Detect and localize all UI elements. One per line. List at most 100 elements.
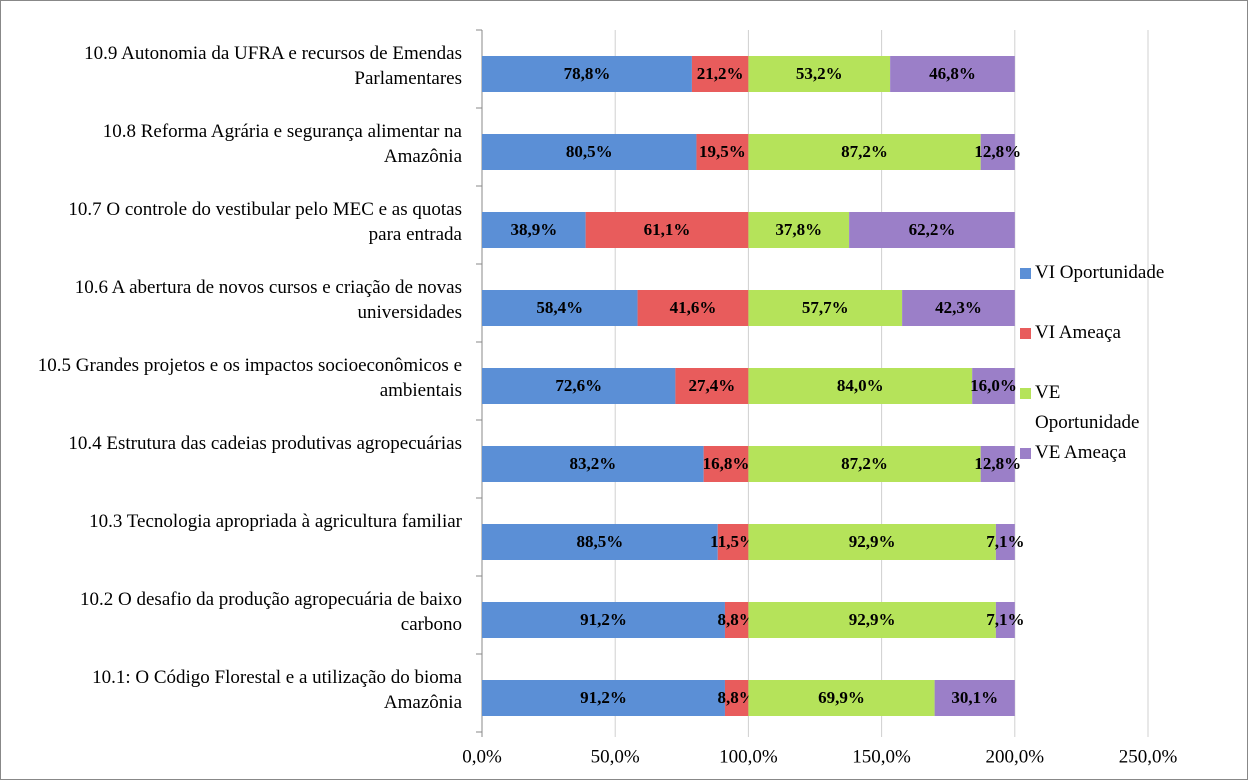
data-label: 37,8%: [775, 220, 822, 239]
data-label: 8,8%: [718, 610, 756, 629]
x-tick-label: 250,0%: [1119, 746, 1178, 767]
bar-segment: [934, 680, 1015, 716]
bar-segment: [482, 524, 718, 560]
data-label: 92,9%: [849, 610, 896, 629]
bar-segment: [717, 524, 749, 560]
bar-segment: [748, 56, 891, 92]
data-label: 8,8%: [718, 688, 756, 707]
y-tick-label: 10.6 A abertura de novos cursos e criaçã…: [74, 277, 462, 323]
data-label: 21,2%: [697, 64, 744, 83]
bar-segment: [995, 524, 1015, 560]
bar-segment: [902, 290, 1015, 326]
y-tick-label: 10.7 O controle do vestibular pelo MEC e…: [68, 199, 462, 245]
data-label: 27,4%: [689, 376, 736, 395]
data-label: 30,1%: [951, 688, 998, 707]
data-label: 42,3%: [935, 298, 982, 317]
legend-swatch: [1020, 328, 1031, 339]
data-label: 58,4%: [536, 298, 583, 317]
bar-segment: [748, 368, 973, 404]
data-label: 78,8%: [564, 64, 611, 83]
legend-swatch: [1020, 448, 1031, 459]
x-tick-label: 150,0%: [852, 746, 911, 767]
y-tick-label: 10.1: O Código Florestal e a utilização …: [92, 667, 462, 713]
data-label: 53,2%: [796, 64, 843, 83]
data-label: 7,1%: [986, 532, 1024, 551]
legend-item: VI Oportunidade: [1020, 258, 1245, 288]
bar-segment: [482, 368, 676, 404]
data-label: 41,6%: [670, 298, 717, 317]
bar-segment: [696, 134, 749, 170]
data-label: 88,5%: [577, 532, 624, 551]
bar-segment: [748, 446, 981, 482]
bar-segment: [748, 524, 996, 560]
data-label: 7,1%: [986, 610, 1024, 629]
legend-item: VE Oportunidade: [1020, 378, 1160, 438]
bar-segment: [849, 212, 1015, 248]
bar-segment: [482, 134, 697, 170]
bar-segment: [724, 680, 749, 716]
data-label: 12,8%: [974, 142, 1021, 161]
x-tick-label: 100,0%: [719, 746, 778, 767]
bar-segment: [585, 212, 749, 248]
bar-segment: [890, 56, 1015, 92]
bar-segment: [482, 680, 725, 716]
bar-segment: [724, 602, 749, 638]
bar-segment: [482, 446, 704, 482]
bar-segment: [972, 368, 1015, 404]
bar-segment: [748, 680, 935, 716]
data-label: 46,8%: [929, 64, 976, 83]
bar-segment: [995, 602, 1015, 638]
bar-segment: [482, 602, 725, 638]
data-label: 57,7%: [802, 298, 849, 317]
bar-segment: [482, 290, 638, 326]
y-tick-label: 10.5 Grandes projetos e os impactos soci…: [37, 355, 462, 401]
bar-segment: [691, 56, 749, 92]
data-label: 38,9%: [510, 220, 557, 239]
data-label: 80,5%: [566, 142, 613, 161]
legend-label: VI Oportunidade: [1035, 262, 1165, 283]
data-label: 69,9%: [818, 688, 865, 707]
data-label: 16,8%: [703, 454, 750, 473]
legend-item: VI Ameaça: [1020, 318, 1245, 348]
x-tick-label: 50,0%: [591, 746, 640, 767]
bar-segment: [748, 290, 903, 326]
bar-segment: [748, 134, 981, 170]
data-label: 12,8%: [974, 454, 1021, 473]
data-label: 11,5%: [710, 532, 756, 551]
bar-segment: [980, 134, 1015, 170]
legend-label: VE Oportunidade: [1035, 382, 1140, 433]
data-label: 61,1%: [644, 220, 691, 239]
data-label: 91,2%: [580, 688, 627, 707]
bar-segment: [980, 446, 1015, 482]
y-tick-label: 10.3 Tecnologia apropriada à agricultura…: [89, 511, 462, 532]
data-label: 62,2%: [909, 220, 956, 239]
data-label: 84,0%: [837, 376, 884, 395]
bar-segment: [748, 602, 996, 638]
legend-swatch: [1020, 388, 1031, 399]
x-tick-label: 0,0%: [462, 746, 502, 767]
data-label: 91,2%: [580, 610, 627, 629]
data-label: 72,6%: [555, 376, 602, 395]
bar-segment: [637, 290, 749, 326]
bar-segment: [748, 212, 850, 248]
legend-swatch: [1020, 268, 1031, 279]
data-label: 83,2%: [569, 454, 616, 473]
bar-segment: [703, 446, 749, 482]
data-label: 92,9%: [849, 532, 896, 551]
data-label: 87,2%: [841, 454, 888, 473]
legend-label: VE Ameaça: [1035, 442, 1127, 463]
data-label: 19,5%: [699, 142, 746, 161]
bar-segment: [675, 368, 749, 404]
y-tick-label: 10.2 O desafio da produção agropecuária …: [80, 589, 462, 635]
x-tick-label: 200,0%: [986, 746, 1045, 767]
legend-label: VI Ameaça: [1035, 322, 1121, 343]
data-label: 87,2%: [841, 142, 888, 161]
y-tick-label: 10.9 Autonomia da UFRA e recursos de Eme…: [84, 43, 462, 89]
y-tick-label: 10.4 Estrutura das cadeias produtivas ag…: [68, 433, 462, 454]
bar-segment: [482, 212, 586, 248]
y-tick-label: 10.8 Reforma Agrária e segurança aliment…: [102, 121, 462, 167]
bar-segment: [482, 56, 692, 92]
legend-item: VE Ameaça: [1020, 438, 1245, 468]
